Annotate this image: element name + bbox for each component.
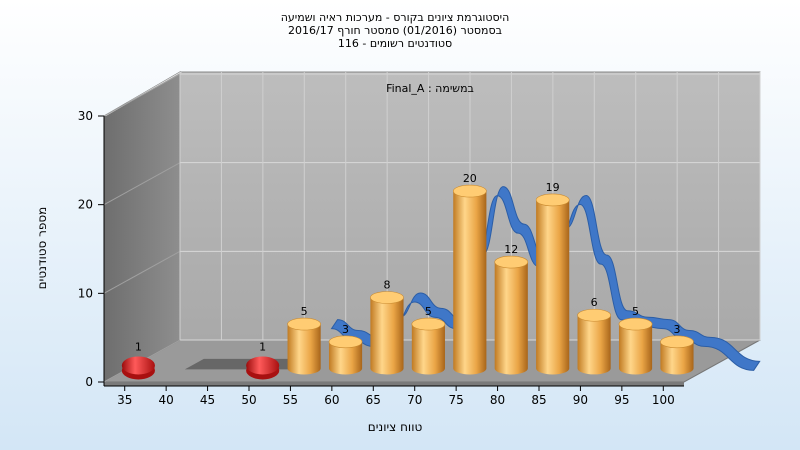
y-tick-label: 20 [78,198,93,212]
chart-annotation: במשימה : Final_A [386,82,474,95]
chart-side-wall [103,71,181,383]
bar [618,317,653,375]
bar [577,308,611,375]
h-gridline-side [103,162,181,206]
bar-value-label: 1 [259,341,266,354]
bar-cap [535,193,570,207]
bar-value-label: 3 [673,323,680,336]
x-tick-label: 50 [241,393,256,407]
bar-cap [494,255,529,269]
bar-cap [660,335,694,349]
x-tick-label: 95 [614,393,629,407]
y-tick-label: 30 [78,109,93,123]
bar-value-label: 5 [632,305,639,318]
bar-body [494,262,528,375]
x-tick-label: 55 [283,393,298,407]
bar-cap [287,317,321,331]
bars [121,184,694,380]
bar-cap [121,356,155,375]
x-tick-label: 85 [531,393,546,407]
x-tick-label: 60 [324,393,339,407]
bar-value-label: 19 [546,181,560,194]
bar [370,291,404,375]
bar-body [411,324,445,375]
bar [535,193,570,375]
y-tick-label: 10 [78,286,93,300]
x-tick-label: 75 [449,393,464,407]
bar-cap [246,356,280,375]
x-tick-label: 45 [200,393,215,407]
x-tick-label: 35 [117,393,132,407]
chart-title-line-3: סטודנטים רשומים - 116 [338,37,452,50]
bar-body [328,341,363,375]
bar-value-label: 5 [425,305,432,318]
bar-cap [577,308,611,322]
bar-body [618,324,653,375]
bar [121,356,155,380]
bar-body [453,191,487,375]
data-labels: 1 1 5 3 8 5 20 12 19 6 5 3 [135,172,681,353]
bar [494,255,529,375]
h-gridline-side [103,73,181,117]
h-gridline-side [103,250,181,294]
x-tick-label: 65 [366,393,381,407]
bar-body [370,297,404,375]
x-axis-title: טווח ציונים [368,420,423,434]
bar-value-label: 12 [504,243,518,256]
x-tick-label: 90 [573,393,588,407]
x-tick-label: 40 [159,393,174,407]
chart-title-line-1: היסטוגרמת ציונים בקורס - מערכות ראיה ושמ… [281,11,510,24]
bar-body [660,341,694,375]
x-tick-label: 80 [490,393,505,407]
bar [660,335,694,375]
chart-title-line-2: בסמסטר (01/2016) סמסטר חורף 2016/17 [288,24,502,37]
bar-cap [618,317,653,331]
y-tick-label: 0 [85,375,93,389]
bar-body [577,315,611,375]
y-axis-title: מספר סטודנטים [35,207,49,290]
bar-value-label: 20 [463,172,477,185]
bar-value-label: 5 [301,305,308,318]
bar [246,356,280,380]
x-tick-label: 100 [652,393,675,407]
x-tick-label: 70 [407,393,422,407]
bar-value-label: 1 [135,341,142,354]
chart-floor-edge [104,382,684,386]
bar [328,335,363,375]
bar-cap [370,291,404,304]
bar [411,317,446,375]
bar-body [287,324,321,375]
bar-cap [411,317,446,331]
bar [452,184,487,375]
bar-value-label: 3 [342,323,349,336]
bar [287,317,321,375]
bar-cap [328,335,363,349]
bar-body [536,199,570,375]
bar-cap [452,184,487,198]
bar-value-label: 6 [591,296,598,309]
bar-value-label: 8 [383,279,390,292]
